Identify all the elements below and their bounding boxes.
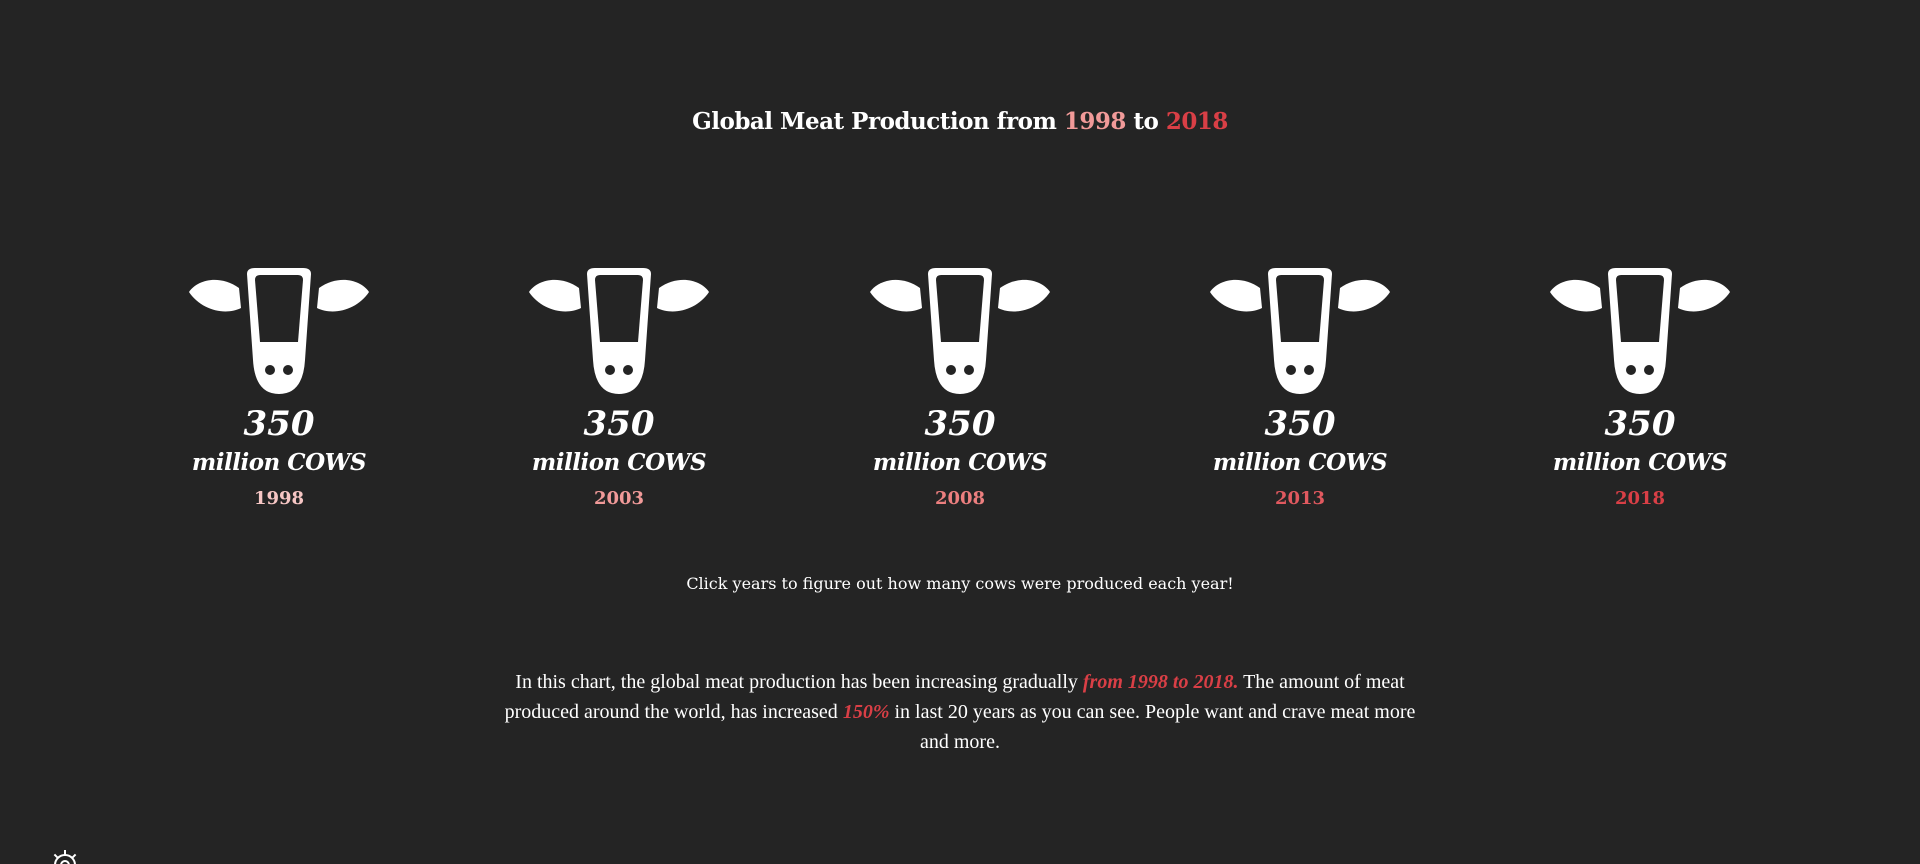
description-highlight-years: from 1998 to 2018.	[1082, 671, 1239, 693]
cow-head-icon	[529, 268, 709, 394]
title-year-start: 1998	[1063, 108, 1127, 135]
description-text: in last 20 years as you can see. People …	[889, 701, 1416, 753]
cow-card-2018: 350 million COWS 2018	[1540, 268, 1740, 511]
cow-head-icon	[189, 268, 369, 394]
year-link-2008[interactable]: 2008	[934, 488, 986, 509]
cow-value: 350	[243, 404, 315, 444]
cow-unit: million COWS	[531, 449, 707, 476]
cow-head-icon	[870, 268, 1050, 394]
cow-unit: million COWS	[872, 449, 1048, 476]
year-link-2013[interactable]: 2013	[1274, 488, 1326, 509]
year-link-2018[interactable]: 2018	[1614, 488, 1666, 509]
cow-unit: million COWS	[1552, 449, 1728, 476]
cow-unit: million COWS	[191, 449, 367, 476]
cow-card-2003: 350 million COWS 2003	[519, 268, 719, 511]
gear-icon[interactable]	[48, 848, 82, 864]
description-text: The amount of meat produced around the w…	[504, 671, 1405, 723]
cow-card-1998: 350 million COWS 1998	[179, 268, 379, 511]
year-link-1998[interactable]: 1998	[253, 488, 305, 509]
cow-head-icon	[1550, 268, 1730, 394]
year-link-2003[interactable]: 2003	[593, 488, 645, 509]
instruction-text: Click years to figure out how many cows …	[686, 574, 1234, 593]
description-highlight-percent: 150%	[842, 701, 890, 723]
cow-value: 350	[1264, 404, 1336, 444]
title-prefix: Global Meat Production from	[692, 108, 1064, 135]
title-year-end: 2018	[1165, 108, 1229, 135]
page-title: Global Meat Production from 1998 to 2018	[0, 108, 1920, 135]
description-text: In this chart, the global meat productio…	[515, 671, 1083, 693]
cow-value: 350	[1604, 404, 1676, 444]
title-mid: to	[1125, 108, 1166, 135]
cow-head-icon	[1210, 268, 1390, 394]
cow-card-2008: 350 million COWS 2008	[860, 268, 1060, 511]
description-paragraph: In this chart, the global meat productio…	[500, 667, 1420, 757]
cow-value: 350	[924, 404, 996, 444]
cow-card-2013: 350 million COWS 2013	[1200, 268, 1400, 511]
cow-value: 350	[583, 404, 655, 444]
cow-unit: million COWS	[1212, 449, 1388, 476]
